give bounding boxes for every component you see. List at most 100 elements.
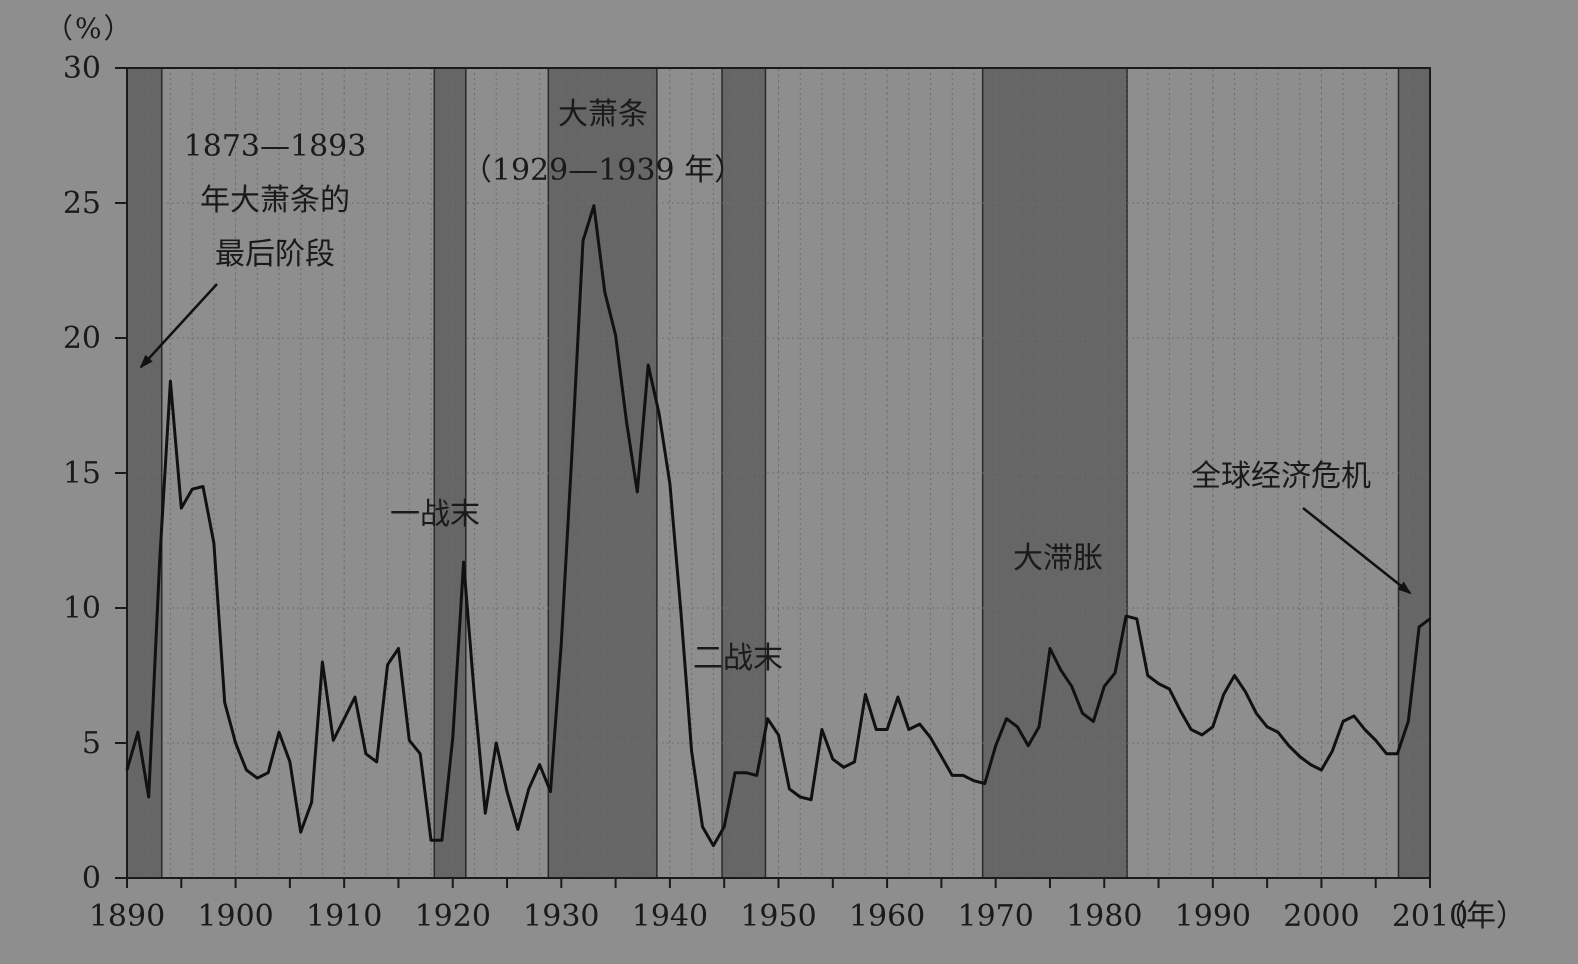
- data-point: [690, 749, 693, 753]
- data-point: [1233, 674, 1236, 677]
- data-point: [484, 812, 487, 815]
- data-point: [875, 728, 878, 731]
- data-point: [1070, 685, 1073, 688]
- data-point: [538, 763, 541, 766]
- data-point: [1352, 714, 1356, 718]
- data-point: [1211, 725, 1215, 728]
- x-tick-label: 1900: [197, 899, 273, 934]
- data-point: [364, 752, 368, 755]
- data-point: [1363, 728, 1367, 731]
- x-tick-label: 1920: [415, 899, 491, 934]
- annotation-1-line-0: 一战末: [390, 497, 480, 532]
- data-point: [1135, 617, 1139, 620]
- data-point: [972, 779, 976, 782]
- data-point: [896, 695, 900, 699]
- data-point: [766, 717, 769, 720]
- data-point: [1124, 614, 1128, 618]
- data-point: [723, 825, 726, 828]
- data-point: [212, 542, 216, 545]
- data-point: [842, 766, 845, 769]
- y-axis-unit-label: （%）: [45, 12, 134, 45]
- data-point: [647, 363, 650, 367]
- data-point: [440, 839, 444, 842]
- data-point: [636, 490, 639, 494]
- data-point: [1396, 752, 1399, 755]
- data-point: [744, 771, 748, 774]
- data-point: [397, 647, 400, 650]
- data-point: [831, 758, 834, 761]
- data-point: [386, 663, 389, 666]
- data-point: [799, 795, 802, 799]
- data-point: [1298, 755, 1301, 758]
- data-point: [1222, 693, 1225, 696]
- annotation-0-line-2: 最后阶段: [215, 237, 335, 272]
- y-tick-label: 15: [63, 456, 101, 491]
- y-tick-label: 0: [82, 861, 101, 896]
- annotation-4-line-0: 大滞胀: [1013, 541, 1103, 576]
- x-tick-label: 1980: [1066, 899, 1142, 934]
- y-tick-label: 5: [82, 726, 101, 761]
- data-point: [408, 739, 411, 742]
- x-tick-label: 1970: [957, 899, 1033, 934]
- data-point: [603, 290, 606, 294]
- data-point: [1146, 674, 1149, 677]
- data-point: [462, 560, 465, 564]
- data-point: [1092, 720, 1095, 723]
- data-point: [668, 482, 672, 485]
- x-axis-unit-label: （年）: [1436, 899, 1526, 934]
- data-point: [190, 488, 194, 491]
- data-point: [712, 844, 715, 847]
- data-point: [1059, 668, 1063, 672]
- data-point: [299, 830, 302, 834]
- data-point: [1320, 768, 1323, 772]
- data-point: [201, 485, 205, 488]
- data-point: [1374, 739, 1377, 742]
- data-point: [570, 447, 574, 450]
- data-point: [147, 795, 150, 799]
- data-point: [527, 787, 530, 791]
- data-point: [310, 801, 313, 804]
- shaded-period-4: [981, 67, 1128, 879]
- data-point: [560, 641, 563, 645]
- data-point: [777, 733, 780, 737]
- data-point: [940, 755, 943, 758]
- data-point: [809, 798, 813, 801]
- data-point: [342, 717, 346, 720]
- data-point: [614, 334, 617, 337]
- data-point: [234, 741, 237, 745]
- data-point: [375, 760, 378, 764]
- data-point: [885, 728, 889, 731]
- data-point: [180, 506, 183, 510]
- data-point: [788, 787, 791, 791]
- data-point: [625, 420, 628, 423]
- data-point: [733, 771, 737, 774]
- data-point: [125, 768, 129, 772]
- data-point: [994, 744, 997, 747]
- annotation-0-line-1: 年大萧条的: [200, 183, 350, 218]
- data-point: [1407, 720, 1410, 723]
- data-point: [1309, 763, 1312, 766]
- data-point: [1179, 709, 1182, 712]
- data-point: [353, 695, 357, 699]
- data-point: [864, 693, 867, 696]
- data-point: [494, 741, 498, 745]
- data-point: [1331, 749, 1334, 753]
- data-point: [1255, 712, 1258, 715]
- annotation-3-line-0: 二战末: [693, 641, 783, 676]
- data-point: [1005, 717, 1008, 720]
- annotation-0-line-0: 1873—1893: [184, 129, 367, 164]
- data-point: [277, 731, 281, 734]
- data-point: [288, 760, 292, 764]
- annotation-arrow-depression: [139, 283, 218, 369]
- annotation-2-line-0: 大萧条: [558, 97, 648, 132]
- x-tick-label: 1940: [632, 899, 708, 934]
- data-point: [755, 774, 758, 777]
- y-tick-label: 30: [63, 51, 101, 86]
- data-point: [332, 739, 335, 742]
- data-point: [1244, 690, 1247, 693]
- data-point: [223, 701, 226, 704]
- data-point: [961, 774, 965, 777]
- data-point: [853, 760, 856, 764]
- data-point: [321, 660, 324, 664]
